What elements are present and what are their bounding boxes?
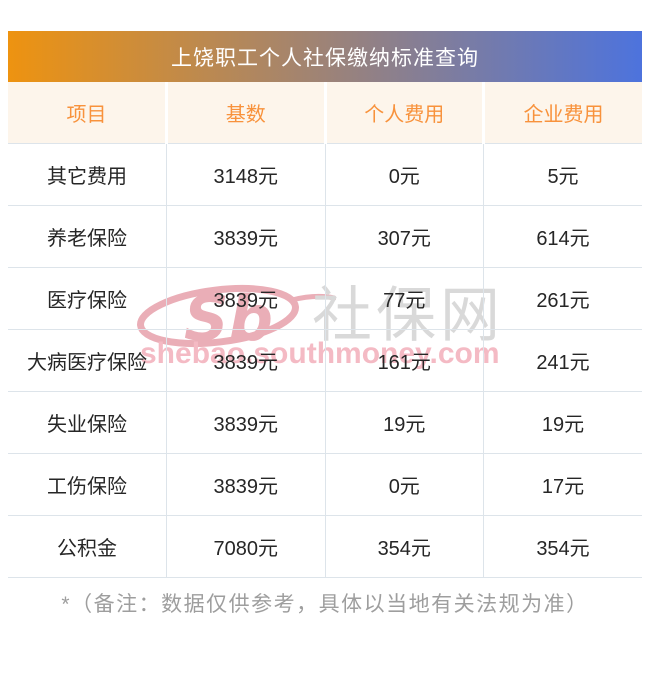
disclaimer-note: *（备注：数据仅供参考，具体以当地有关法规为准） xyxy=(61,593,589,616)
cell-personal-fee: 161元 xyxy=(324,329,484,392)
cell-item: 养老保险 xyxy=(8,205,167,268)
table-row: 大病医疗保险 3839元 161元 241元 xyxy=(8,329,642,392)
cell-base: 3839元 xyxy=(166,267,325,330)
table-row: 医疗保险 3839元 77元 261元 xyxy=(8,267,642,330)
cell-item: 其它费用 xyxy=(8,143,167,206)
cell-personal-fee: 354元 xyxy=(324,515,484,578)
col-header-personal-fee: 个人费用 xyxy=(323,82,484,144)
cell-personal-fee: 0元 xyxy=(324,143,484,206)
cell-base: 3839元 xyxy=(166,205,325,268)
cell-item: 工伤保险 xyxy=(8,453,167,516)
page-title: 上饶职工个人社保缴纳标准查询 xyxy=(8,31,642,82)
cell-personal-fee: 307元 xyxy=(324,205,484,268)
table-header: 项目 基数 个人费用 企业费用 xyxy=(8,82,642,144)
cell-personal-fee: 0元 xyxy=(324,453,484,516)
table-row: 公积金 7080元 354元 354元 xyxy=(8,515,642,578)
cell-company-fee: 614元 xyxy=(483,205,642,268)
table-row: 养老保险 3839元 307元 614元 xyxy=(8,205,642,268)
cell-base: 7080元 xyxy=(166,515,325,578)
cell-company-fee: 19元 xyxy=(483,391,642,454)
cell-base: 3839元 xyxy=(166,453,325,516)
cell-item: 医疗保险 xyxy=(8,267,167,330)
table-row: 工伤保险 3839元 0元 17元 xyxy=(8,453,642,516)
header-row: 项目 基数 个人费用 企业费用 xyxy=(8,82,642,144)
table-row: 失业保险 3839元 19元 19元 xyxy=(8,391,642,454)
social-insurance-table: 项目 基数 个人费用 企业费用 其它费用 3148元 0元 5元 养老保险 38… xyxy=(8,82,642,578)
col-header-base: 基数 xyxy=(165,82,325,144)
table-body: 其它费用 3148元 0元 5元 养老保险 3839元 307元 614元 医疗… xyxy=(8,143,642,578)
cell-base: 3839元 xyxy=(166,391,325,454)
cell-company-fee: 354元 xyxy=(483,515,642,578)
cell-base: 3839元 xyxy=(166,329,325,392)
cell-company-fee: 261元 xyxy=(483,267,642,330)
cell-item: 大病医疗保险 xyxy=(8,329,167,392)
cell-company-fee: 241元 xyxy=(483,329,642,392)
table-row: 其它费用 3148元 0元 5元 xyxy=(8,143,642,206)
cell-item: 失业保险 xyxy=(8,391,167,454)
cell-company-fee: 5元 xyxy=(483,143,642,206)
col-header-company-fee: 企业费用 xyxy=(482,82,642,144)
cell-item: 公积金 xyxy=(8,515,167,578)
cell-personal-fee: 77元 xyxy=(324,267,484,330)
cell-company-fee: 17元 xyxy=(483,453,642,516)
cell-personal-fee: 19元 xyxy=(324,391,484,454)
col-header-item: 项目 xyxy=(8,82,167,144)
cell-base: 3148元 xyxy=(166,143,325,206)
